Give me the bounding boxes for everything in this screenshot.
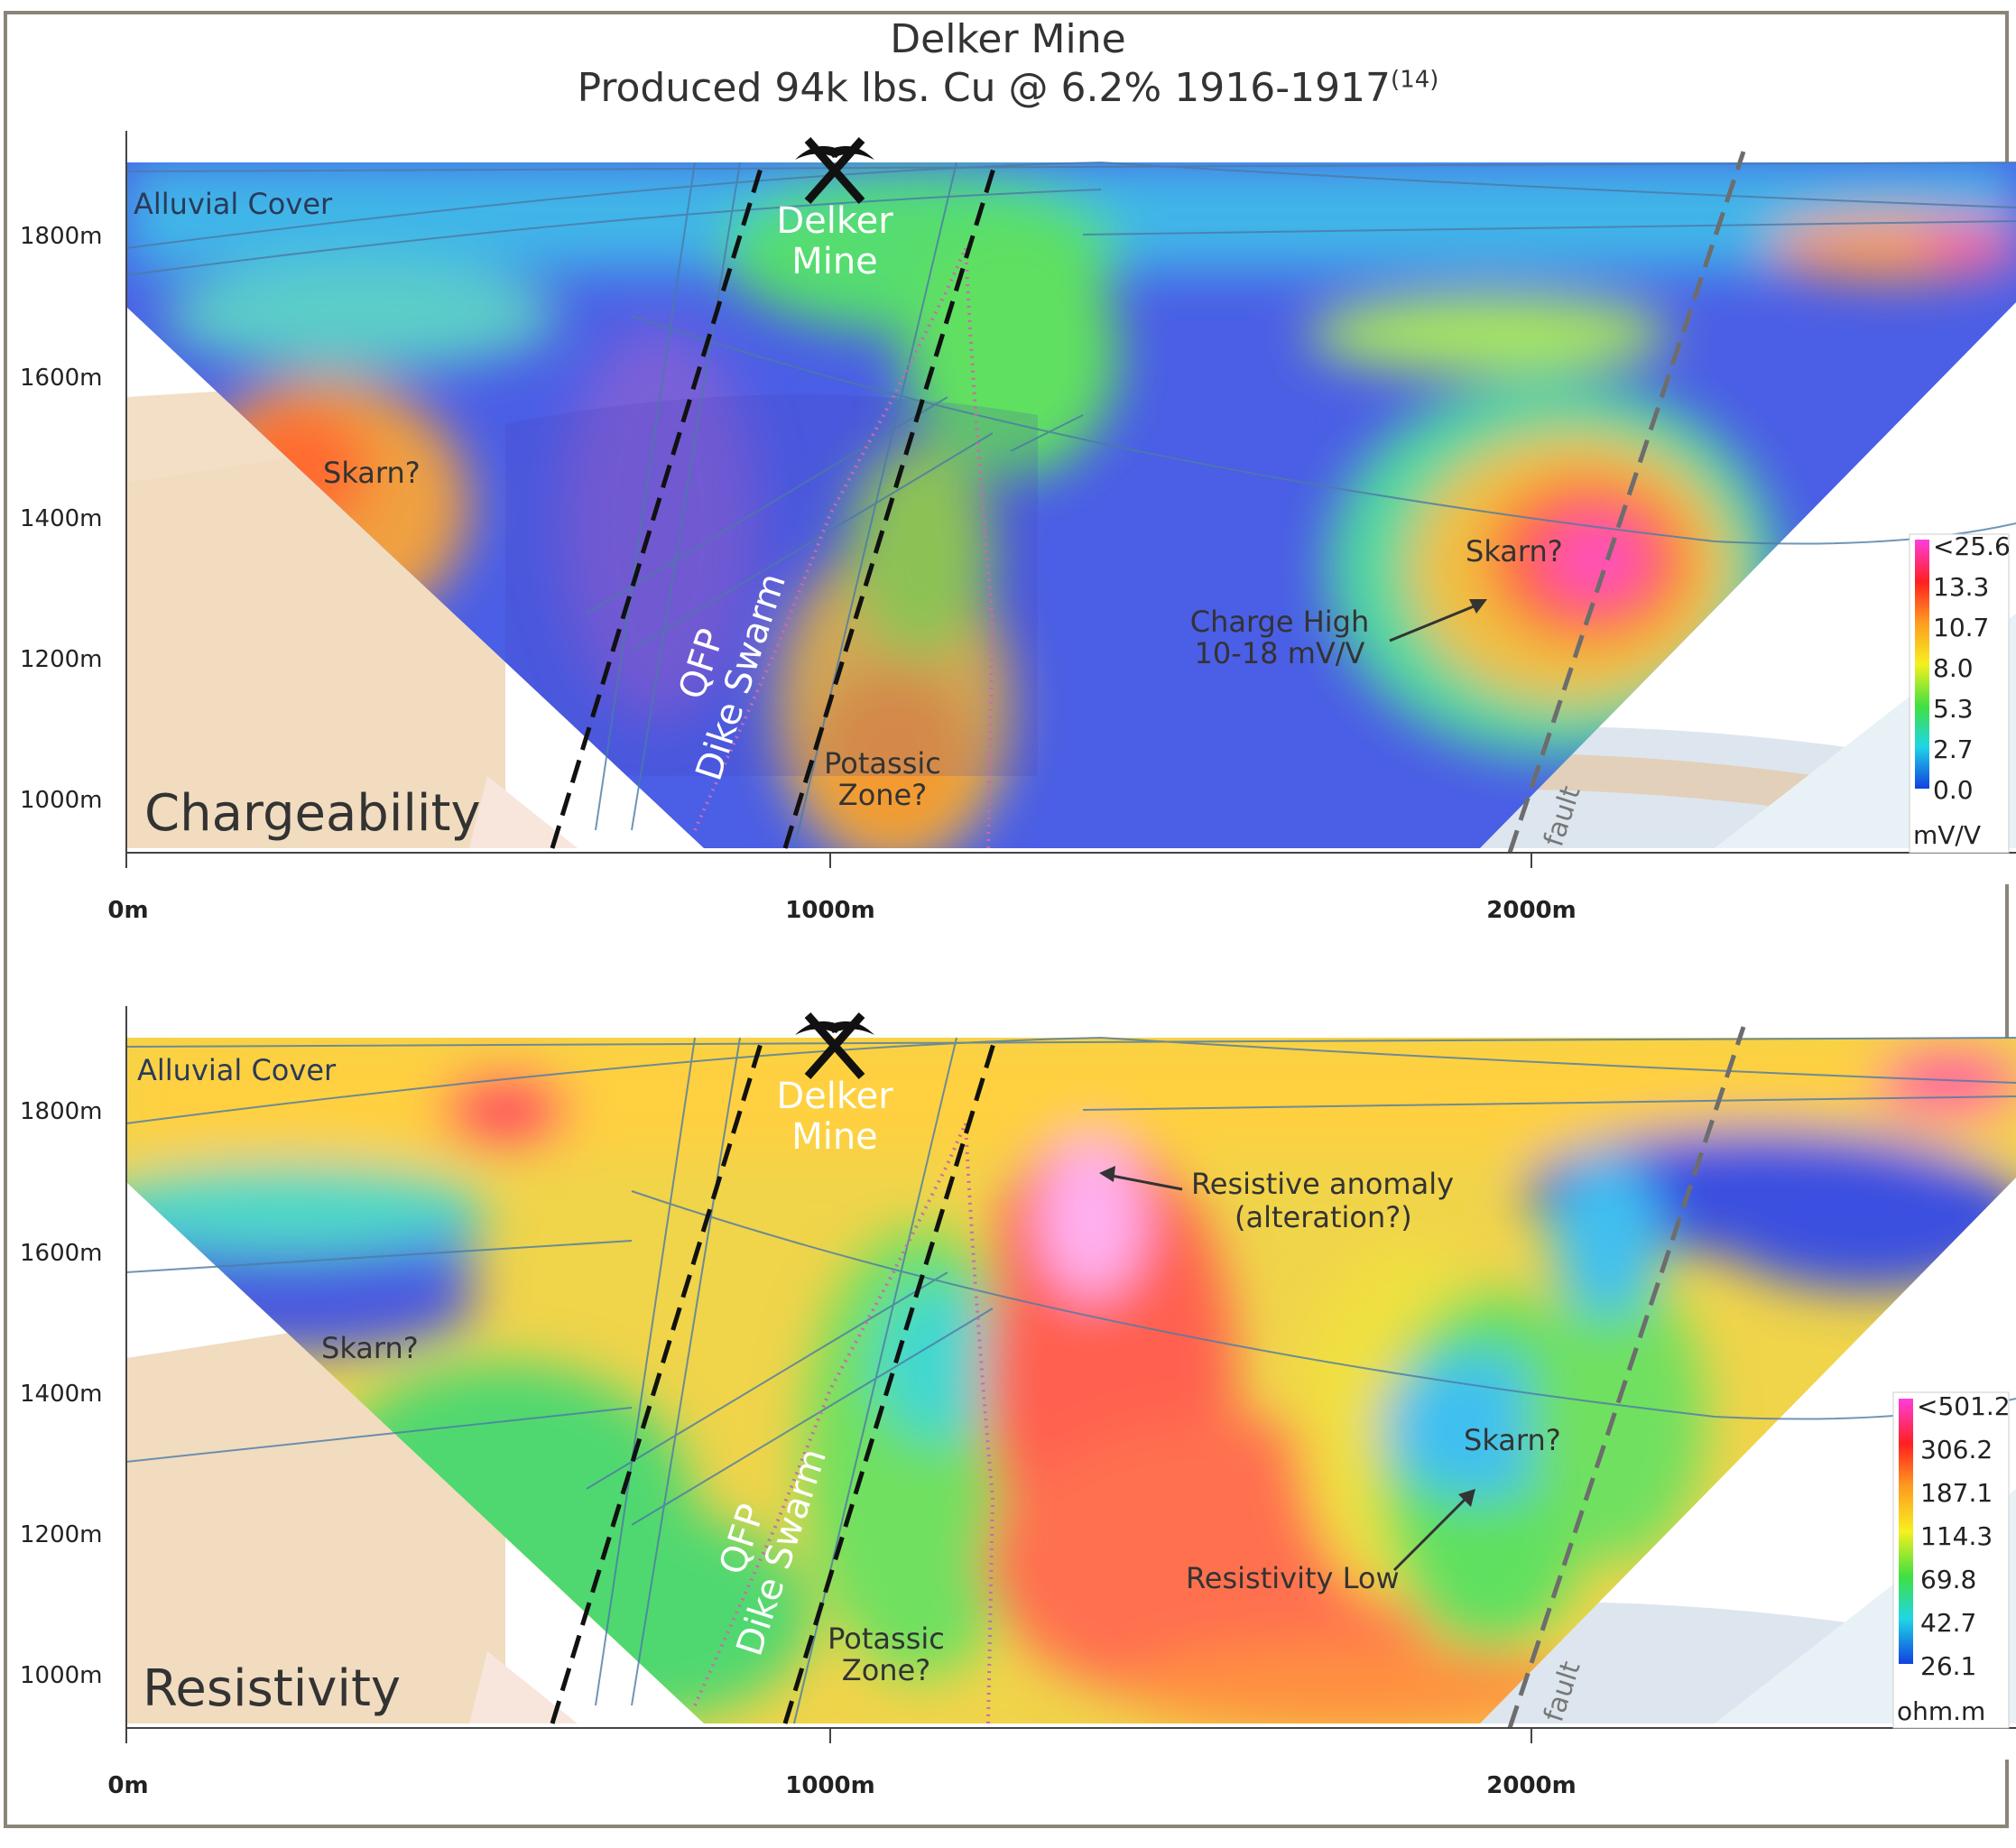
arrow-head-icon xyxy=(1458,1489,1475,1507)
x-tick: 1000m xyxy=(785,1772,874,1799)
x-ticks xyxy=(125,853,1532,868)
alluvial-cover-label: Alluvial Cover xyxy=(137,1053,337,1087)
mine-label-line1: Delker xyxy=(776,200,893,242)
resistivity-panel: Delker Mine Alluvial Cover Skarn? Skarn?… xyxy=(20,1006,2016,1799)
potassic-label-line1: Potassic xyxy=(828,1622,945,1656)
svg-text:13.3: 13.3 xyxy=(1933,572,1989,602)
chargeability-color-scale: <25.6 13.3 10.7 8.0 5.3 2.7 0.0 mV/V xyxy=(1909,531,2011,854)
y-tick: 1000m xyxy=(20,787,103,814)
skarn-right-label: Skarn? xyxy=(1464,1423,1561,1457)
dike-swarm-boundary-east xyxy=(782,162,998,849)
resistivity-low-arrow xyxy=(1392,1496,1468,1572)
chargeability-panel: Delker Mine Alluvial Cover Skarn? Skarn?… xyxy=(20,131,2016,924)
x-tick-labels: 0m 1000m 2000m xyxy=(107,897,1576,924)
charge-high-label-line1: Charge High xyxy=(1190,605,1370,639)
svg-text:69.8: 69.8 xyxy=(1920,1565,1976,1594)
x-tick: 0m xyxy=(107,1772,148,1799)
x-tick: 1000m xyxy=(785,897,874,924)
skarn-right-label: Skarn? xyxy=(1466,534,1563,568)
contacts xyxy=(125,1036,2016,1724)
pick-axes-icon xyxy=(795,1012,874,1079)
y-tick: 1600m xyxy=(20,365,103,392)
mine-label-line2: Mine xyxy=(791,1116,878,1158)
svg-text:26.1: 26.1 xyxy=(1920,1651,1976,1681)
potassic-label-line2: Zone? xyxy=(842,1653,930,1687)
reference-number: (14) xyxy=(1391,66,1439,94)
svg-text:<501.2: <501.2 xyxy=(1917,1391,2011,1421)
svg-text:<25.6: <25.6 xyxy=(1933,531,2011,561)
dike-swarm-boundary-east xyxy=(782,1037,998,1724)
potassic-label-line1: Potassic xyxy=(824,746,941,781)
mine-label-line1: Delker xyxy=(776,1076,893,1117)
charge-high-label-line2: 10-18 mV/V xyxy=(1195,636,1365,670)
svg-text:114.3: 114.3 xyxy=(1920,1521,1993,1551)
y-tick: 1800m xyxy=(20,223,103,250)
arrow-head-icon xyxy=(1099,1166,1115,1182)
x-tick: 0m xyxy=(107,897,148,924)
skarn-left-label: Skarn? xyxy=(323,456,421,490)
x-tick: 2000m xyxy=(1486,897,1576,924)
alluvial-cover-label: Alluvial Cover xyxy=(134,187,333,221)
y-tick: 1800m xyxy=(20,1098,103,1125)
mine-label-line2: Mine xyxy=(791,241,878,282)
fault-line xyxy=(1507,151,1746,854)
resistive-anomaly-label-line1: Resistive anomaly xyxy=(1191,1167,1454,1201)
panel-title-resistivity: Resistivity xyxy=(143,1659,401,1718)
charge-high-arrow xyxy=(1389,603,1479,642)
y-tick: 1400m xyxy=(20,505,103,532)
skarn-left-label: Skarn? xyxy=(321,1331,419,1365)
svg-text:5.3: 5.3 xyxy=(1933,694,1974,724)
figure-subtitle: Produced 94k lbs. Cu @ 6.2% 1916-1917(14… xyxy=(577,65,1439,111)
svg-text:ohm.m: ohm.m xyxy=(1897,1696,1985,1726)
resistivity-color-scale: <501.2 306.2 187.1 114.3 69.8 42.7 26.1 … xyxy=(1892,1391,2011,1729)
intrusive-body xyxy=(469,776,578,848)
intrusive-overlay xyxy=(505,394,1038,776)
y-tick: 1600m xyxy=(20,1240,103,1267)
y-tick: 1400m xyxy=(20,1381,103,1408)
y-tick-labels: 1800m 1600m 1400m 1200m 1000m xyxy=(20,223,103,814)
svg-text:2.7: 2.7 xyxy=(1933,735,1974,764)
panel-title-chargeability: Chargeability xyxy=(144,784,481,843)
chargeability-model xyxy=(126,162,2016,848)
dike-swarm-boundary-west xyxy=(550,1037,765,1724)
x-ticks xyxy=(125,1728,1532,1743)
y-tick: 1200m xyxy=(20,1521,103,1548)
y-tick: 1000m xyxy=(20,1662,103,1689)
svg-text:10.7: 10.7 xyxy=(1933,613,1989,642)
pick-axes-icon xyxy=(795,137,874,204)
svg-text:187.1: 187.1 xyxy=(1920,1478,1993,1508)
svg-text:0.0: 0.0 xyxy=(1933,775,1974,805)
arrow-head-icon xyxy=(1469,599,1487,614)
intrusive-body xyxy=(469,1651,578,1723)
y-tick: 1200m xyxy=(20,646,103,673)
resistive-anomaly-arrow xyxy=(1111,1174,1183,1191)
y-tick-labels: 1800m 1600m 1400m 1200m 1000m xyxy=(20,1098,103,1689)
svg-text:306.2: 306.2 xyxy=(1920,1435,1993,1465)
svg-text:42.7: 42.7 xyxy=(1920,1608,1976,1638)
figure-title: Delker Mine xyxy=(890,16,1126,62)
svg-text:mV/V: mV/V xyxy=(1913,820,1981,850)
x-tick: 2000m xyxy=(1486,1772,1576,1799)
x-tick-labels: 0m 1000m 2000m xyxy=(107,1772,1576,1799)
fault-line xyxy=(1507,1026,1746,1729)
potassic-label-line2: Zone? xyxy=(838,778,927,812)
resistive-anomaly-label-line2: (alteration?) xyxy=(1235,1200,1412,1234)
svg-text:8.0: 8.0 xyxy=(1933,653,1974,683)
resistivity-low-label: Resistivity Low xyxy=(1186,1561,1400,1595)
dike-swarm-boundary-west xyxy=(550,162,765,849)
